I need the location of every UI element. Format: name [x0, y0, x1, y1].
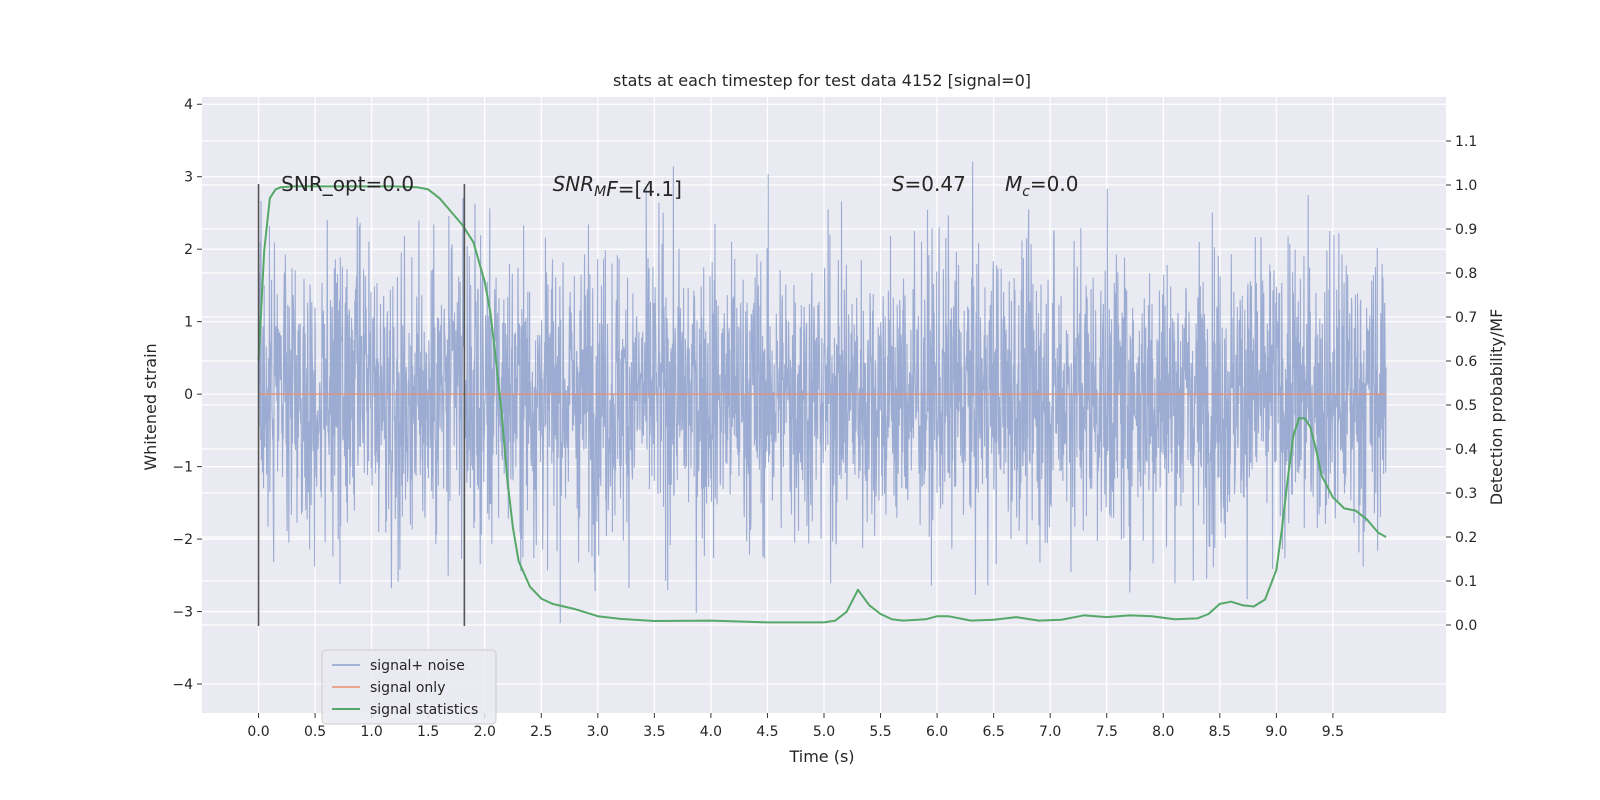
y2-tick-label: 1.0 [1455, 178, 1477, 194]
annotation-text: S=0.47 [892, 172, 966, 196]
y-axis-ticks: 4 3 2 1 0 −1 −2 −3 −4 [172, 97, 202, 693]
annotation-text: SNRMF=[4.1] [553, 172, 682, 201]
legend-box [321, 649, 497, 725]
y2-tick-label: 0.9 [1455, 222, 1477, 238]
y2-tick-label: 0.3 [1455, 486, 1477, 502]
vertical-markers [257, 183, 466, 627]
x-tick-label: 6.5 [983, 724, 1005, 740]
annotation-subscript: c [1022, 184, 1030, 200]
y2-tick-label: 0.7 [1455, 310, 1477, 326]
y-tick-label: 0 [184, 387, 193, 403]
legend-label: signal statistics [370, 702, 478, 718]
series-signal-noise [258, 161, 1387, 624]
x-tick-label: 5.5 [869, 724, 891, 740]
x-tick-label: 1.5 [417, 724, 439, 740]
annotations: SNR_opt=0.0 SNRMF=[4.1] S=0.47 Mc=0.0 [281, 172, 1078, 201]
x-tick-label: 9.5 [1322, 724, 1344, 740]
x-tick-label: 6.0 [926, 724, 948, 740]
annotation-text: Mc=0.0 [1005, 172, 1079, 200]
x-tick-label: 7.0 [1039, 724, 1061, 740]
x-tick-label: 0.5 [304, 724, 326, 740]
signal-statistics-line [257, 185, 1387, 624]
annotation-value: =[4.1] [618, 177, 682, 201]
x-tick-label: 4.0 [700, 724, 722, 740]
x-tick-label: 8.5 [1209, 724, 1231, 740]
annotation-subscript: M [594, 184, 606, 200]
annotation-text: SNR_opt=0.0 [281, 172, 414, 196]
x-tick-label: 4.5 [756, 724, 778, 740]
x-tick-label: 2.5 [530, 724, 552, 740]
x-tick-label: 0.0 [247, 724, 269, 740]
annotation-symbol: SNR [553, 172, 595, 196]
y2-axis-label: Detection probability/MF [1487, 309, 1506, 506]
y2-tick-label: 0.5 [1455, 398, 1477, 414]
x-tick-label: 3.5 [643, 724, 665, 740]
annotation-symbol: F [606, 177, 618, 201]
y-tick-label: 4 [184, 97, 193, 113]
annotation-value: =0.47 [905, 172, 966, 196]
y2-tick-label: 0.8 [1455, 266, 1477, 282]
x-axis-ticks: 0.0 0.5 1.0 1.5 2.0 2.5 3.0 3.5 4.0 4.5 5.0 5.5 6.0 6… [247, 713, 1344, 740]
y2-tick-label: 0.4 [1455, 442, 1477, 458]
x-tick-label: 8.0 [1152, 724, 1174, 740]
y-tick-label: 3 [184, 170, 193, 186]
chart-title: stats at each timestep for test data 415… [613, 71, 1031, 90]
y-tick-label: −2 [172, 532, 193, 548]
y2-axis-ticks: 1.1 1.0 0.9 0.8 0.7 0.6 0.5 0.4 0.3 0.2 0.1 0.0 [1446, 134, 1477, 634]
annotation-symbol: M [1005, 172, 1022, 196]
y2-tick-label: 1.1 [1455, 134, 1477, 150]
x-tick-label: 2.0 [474, 724, 496, 740]
y2-tick-label: 0.0 [1455, 618, 1477, 634]
x-tick-label: 7.5 [1096, 724, 1118, 740]
x-axis-label: Time (s) [788, 747, 854, 766]
legend: signal+ noise signal only signal statistic… [321, 649, 497, 725]
y2-tick-label: 0.1 [1455, 574, 1477, 590]
y-tick-label: 1 [184, 315, 193, 331]
y2-tick-label: 0.2 [1455, 530, 1477, 546]
x-tick-label: 9.0 [1265, 724, 1287, 740]
legend-label: signal only [370, 680, 445, 696]
y-tick-label: 2 [184, 242, 193, 258]
x-tick-label: 1.0 [361, 724, 383, 740]
x-tick-label: 5.0 [813, 724, 835, 740]
series-signal-statistics [257, 185, 1387, 624]
y-axis-label: Whitened strain [141, 343, 160, 470]
y-tick-label: −1 [172, 460, 193, 476]
signal-noise-line [258, 161, 1387, 624]
y-tick-label: −4 [172, 677, 193, 693]
y-tick-label: −3 [172, 605, 193, 621]
x-tick-label: 3.0 [587, 724, 609, 740]
annotation-value: =0.0 [1030, 172, 1079, 196]
legend-label: signal+ noise [370, 658, 465, 674]
y2-tick-label: 0.6 [1455, 354, 1477, 370]
annotation-symbol: S [892, 172, 905, 196]
